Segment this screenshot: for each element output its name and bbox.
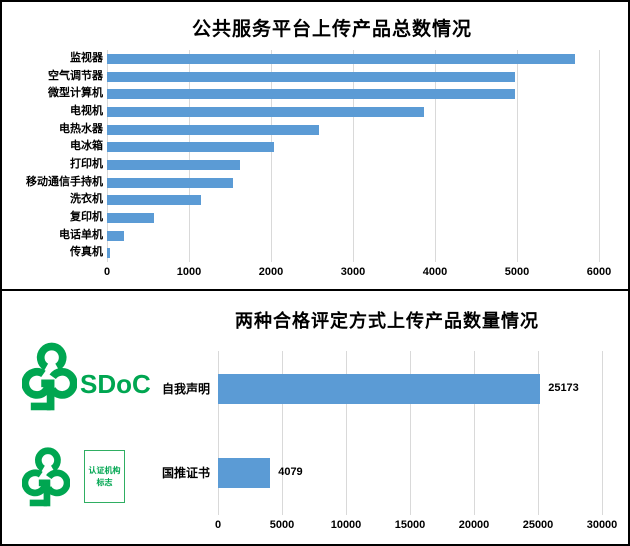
bar [107, 106, 425, 117]
bar [107, 159, 240, 170]
bar [107, 124, 319, 135]
gridline [410, 351, 411, 515]
sdoc-logo-block: SDoC [2, 291, 152, 421]
cert-box-line2: 标志 [96, 477, 113, 487]
x-axis-tick-label: 0 [214, 519, 222, 531]
x-axis-tick-label: 20000 [458, 519, 490, 531]
gridline [107, 50, 108, 262]
category-label: 自我声明 [161, 381, 210, 396]
category-label: 国推证书 [161, 465, 210, 480]
gridline [602, 351, 603, 515]
bar-value-label: 4079 [278, 466, 303, 478]
gridline [346, 351, 347, 515]
bar [107, 177, 234, 188]
bar [107, 248, 110, 259]
assessment-methods-chart-panel: 两种合格评定方式上传产品数量情况 SDoC [0, 289, 630, 546]
bar-value-label: 25173 [548, 382, 579, 394]
category-label: 电话单机 [59, 228, 103, 241]
x-axis-tick-label: 6000 [586, 266, 612, 278]
bar [107, 53, 576, 64]
bar [218, 458, 271, 488]
category-label: 打印机 [70, 158, 103, 170]
category-label: 微型计算机 [48, 87, 103, 100]
gridline [282, 351, 283, 515]
gridline [538, 351, 539, 515]
chart2-title: 两种合格评定方式上传产品数量情况 [235, 311, 539, 331]
total-products-chart-panel: 公共服务平台上传产品总数情况 0 1000 2000 3000 4000 5000 6000… [0, 0, 630, 291]
category-label: 移动通信手持机 [26, 175, 103, 188]
bar [218, 374, 541, 404]
x-axis-tick-label: 0 [103, 266, 111, 278]
category-label: 复印机 [70, 211, 103, 223]
bar [107, 212, 154, 223]
x-axis-tick-label: 2000 [258, 266, 284, 278]
gridline [353, 50, 354, 262]
category-label: 传真机 [70, 246, 103, 259]
category-label: 空气调节器 [48, 69, 103, 82]
bar [107, 230, 125, 241]
category-label: 监视器 [70, 52, 103, 64]
gridline [271, 50, 272, 262]
bar [107, 71, 515, 82]
x-axis-tick-label: 5000 [269, 519, 295, 531]
gridline [474, 351, 475, 515]
x-axis-tick-label: 1000 [176, 266, 202, 278]
gridline [517, 50, 518, 262]
x-axis-tick-label: 15000 [394, 519, 426, 531]
gridline [189, 50, 190, 262]
category-label: 洗衣机 [70, 193, 103, 206]
cert-box-line1: 认证机构 [88, 465, 121, 475]
cert-body-mark-box: 认证机构 标志 [84, 450, 125, 503]
sdoc-label: SDoC [80, 369, 151, 399]
cgp-tree-icon [22, 446, 70, 513]
x-axis-tick-label: 25000 [522, 519, 554, 531]
chart1-title: 公共服务平台上传产品总数情况 [191, 19, 472, 40]
bar [107, 89, 515, 100]
category-label: 电冰箱 [70, 140, 103, 153]
gridline [435, 50, 436, 262]
x-axis-tick-label: 4000 [422, 266, 448, 278]
cert-logo-block: 认证机构 标志 [2, 421, 152, 541]
cgp-tree-icon [22, 341, 77, 418]
category-label: 电视机 [70, 105, 103, 117]
gridline [599, 50, 600, 262]
x-axis-tick-label: 5000 [504, 266, 530, 278]
x-axis-tick-label: 3000 [340, 266, 366, 278]
bar [107, 195, 202, 206]
x-axis-tick-label: 30000 [586, 519, 618, 531]
x-axis-tick-label: 10000 [330, 519, 362, 531]
gridline [218, 351, 219, 515]
category-label: 电热水器 [59, 122, 103, 135]
bar [107, 142, 275, 153]
